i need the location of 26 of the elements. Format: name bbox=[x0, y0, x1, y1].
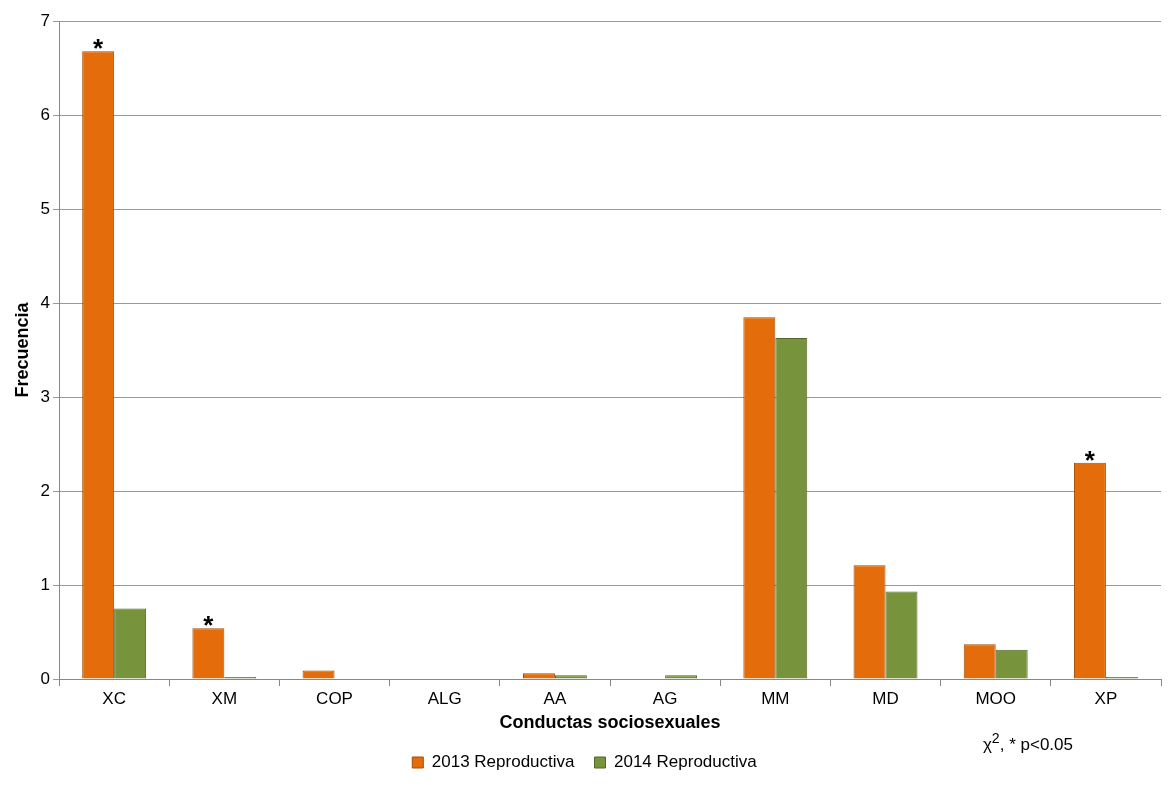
text: χ$^{2}$, * p<0.05 bbox=[982, 730, 1073, 755]
x-tick-label: MOO bbox=[975, 688, 1017, 708]
y-tick-label: 4 bbox=[40, 292, 51, 312]
x-tick-label: COP bbox=[316, 688, 353, 708]
y-tick-label: 6 bbox=[40, 104, 51, 124]
x-tick-label: XC bbox=[102, 688, 126, 708]
y-axis-title: Frecuencia bbox=[11, 301, 32, 398]
y-tick-label: 5 bbox=[40, 198, 51, 218]
annotation: * bbox=[93, 33, 105, 64]
y-tick-label: 7 bbox=[40, 10, 51, 30]
annotation: * bbox=[1084, 445, 1096, 476]
x-tick-label: ALG bbox=[427, 688, 462, 708]
x-tick-label: AG bbox=[652, 688, 678, 708]
x-tick-label: AA bbox=[543, 688, 567, 708]
legend-label: 2013 Reproductiva bbox=[431, 752, 576, 772]
y-tick-label: 1 bbox=[40, 574, 51, 594]
y-tick-label: 0 bbox=[40, 668, 51, 688]
x-tick-label: MM bbox=[761, 688, 790, 708]
x-tick-label: MD bbox=[872, 688, 899, 708]
x-tick-label: XP bbox=[1094, 688, 1118, 708]
y-tick-label: 2 bbox=[40, 480, 51, 500]
annotation: * bbox=[203, 610, 215, 641]
x-tick-label: XM bbox=[211, 688, 238, 708]
legend-label: 2014 Reproductiva bbox=[614, 752, 758, 772]
x-axis-title: Conductas sociosexuales bbox=[499, 712, 721, 733]
y-tick-label: 3 bbox=[40, 386, 51, 406]
